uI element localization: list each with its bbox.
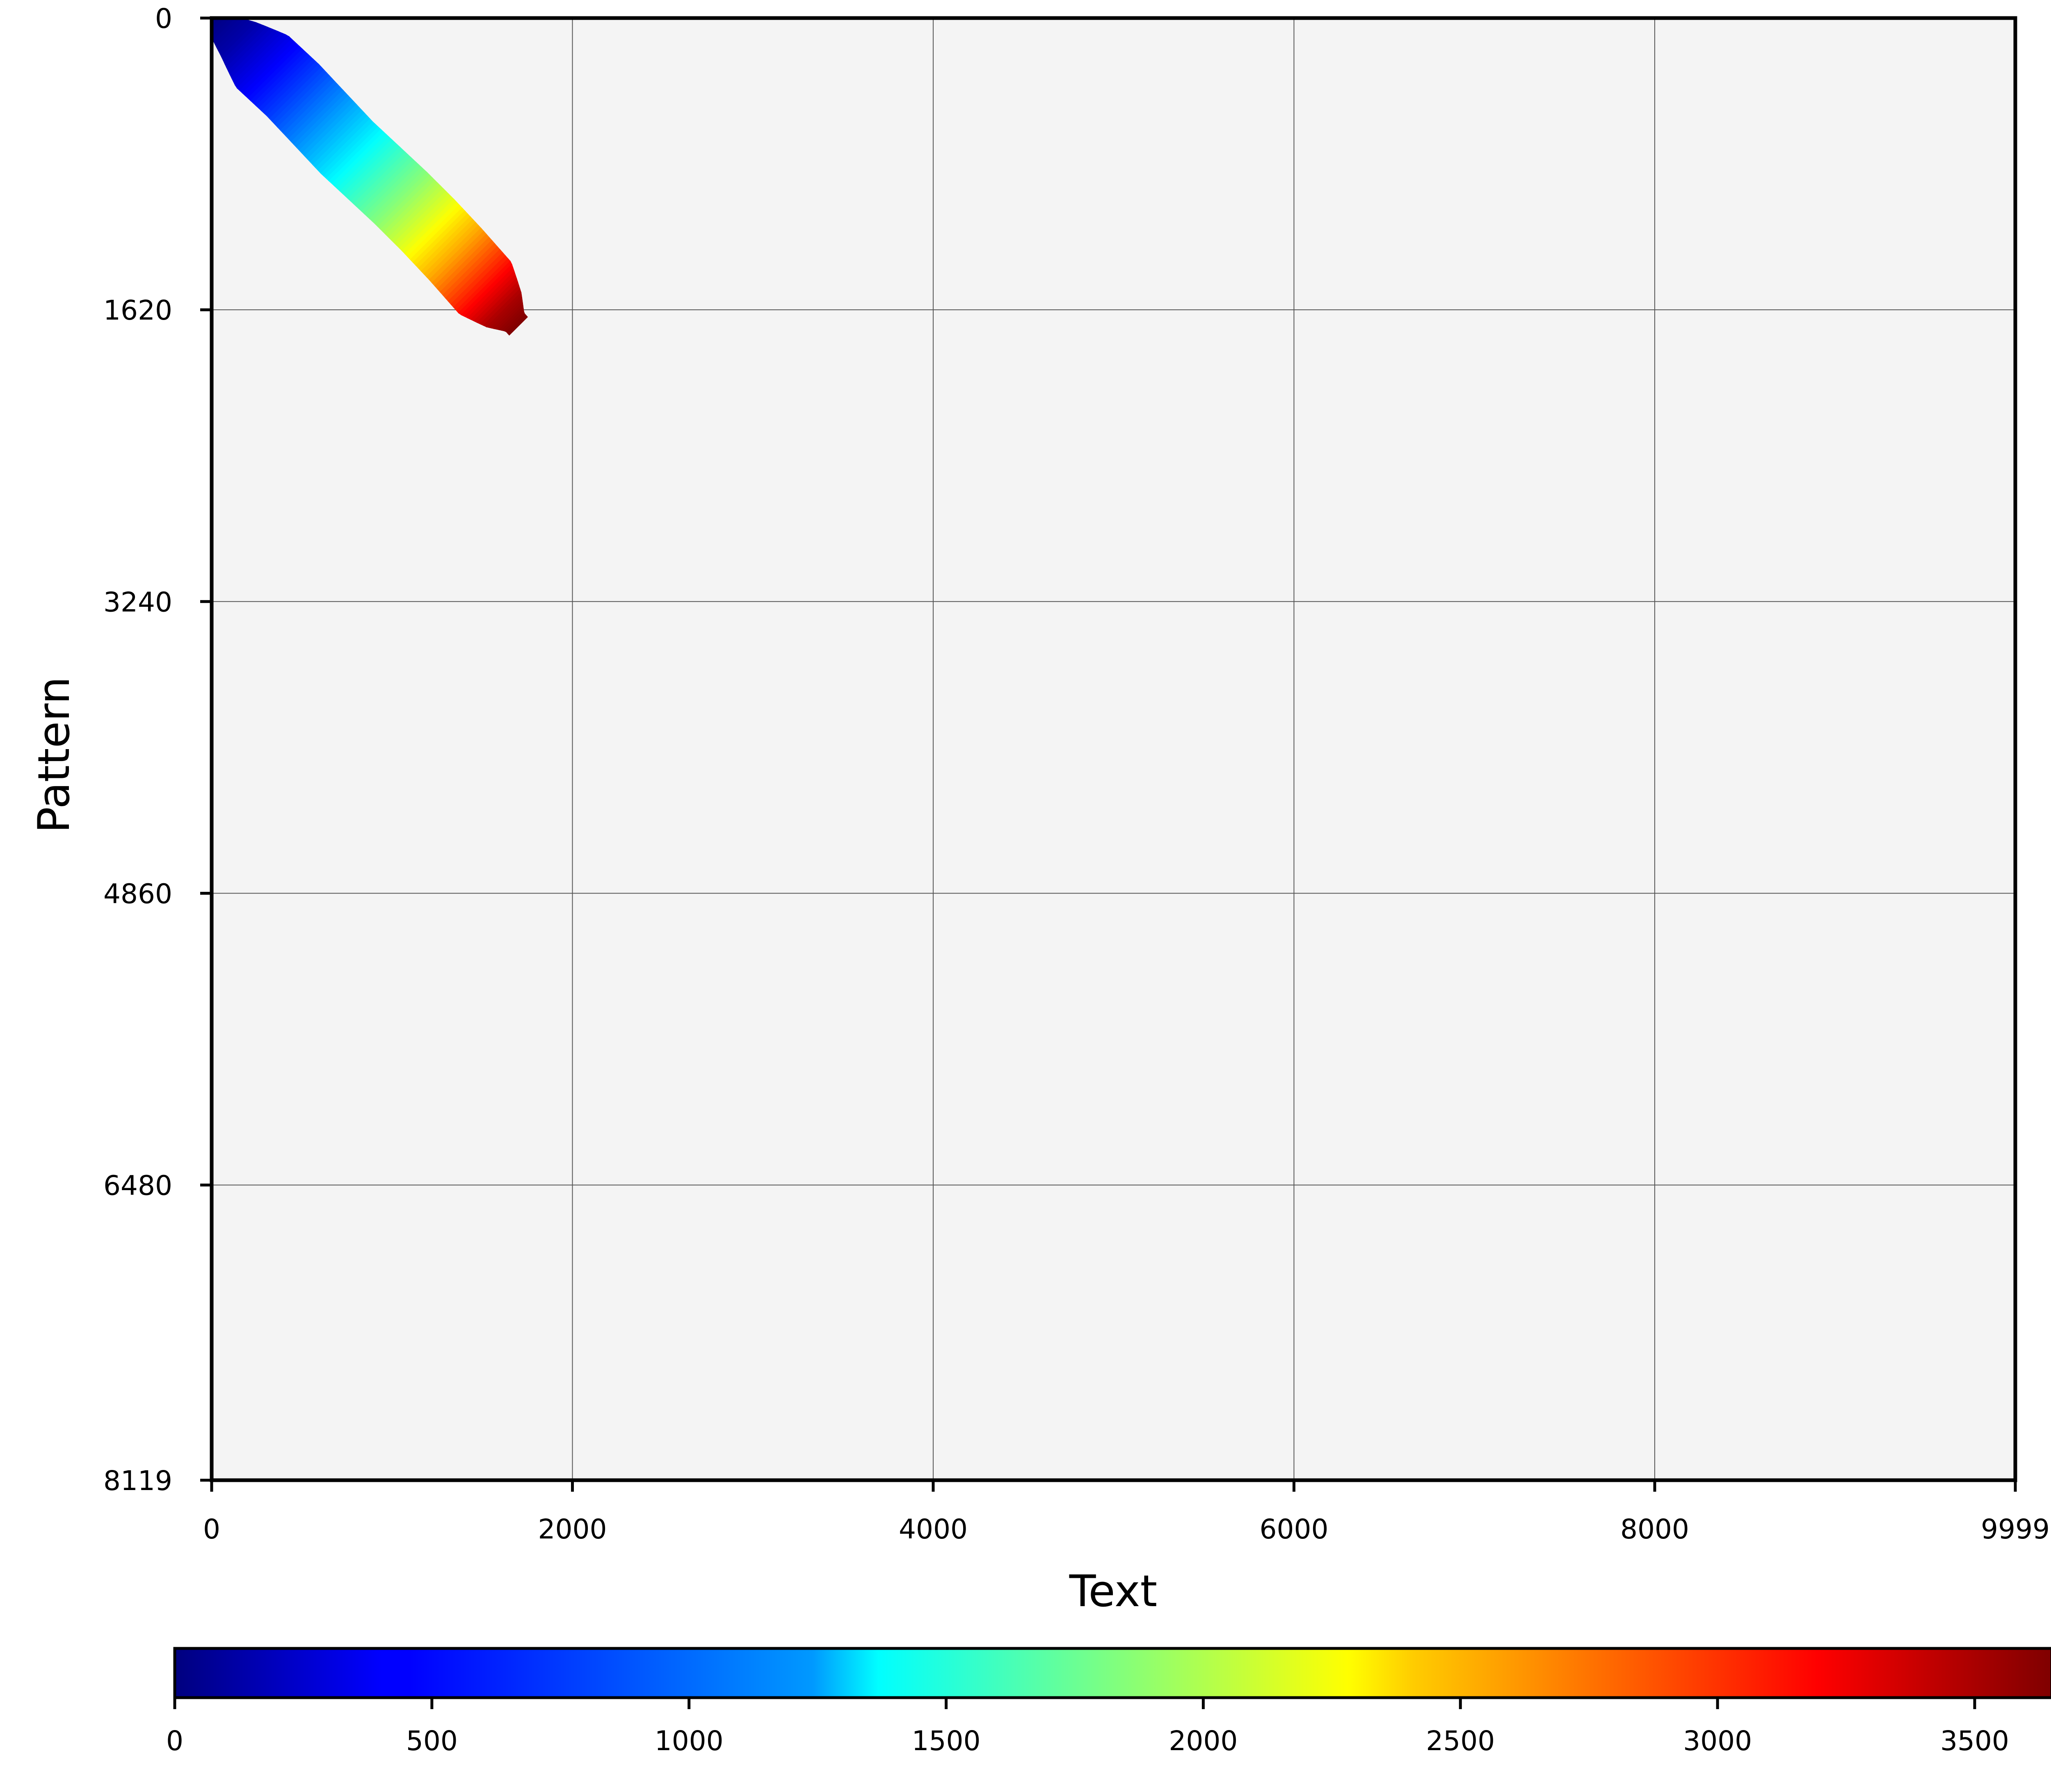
colorbar-tick-label: 3500 bbox=[1940, 1725, 2009, 1757]
y-tick-label: 3240 bbox=[103, 586, 172, 618]
x-tick-label: 8000 bbox=[1620, 1513, 1689, 1545]
x-tick-label: 2000 bbox=[538, 1513, 607, 1545]
y-tick-label: 6480 bbox=[103, 1170, 172, 1202]
heatmap-cell bbox=[507, 315, 528, 336]
x-tick-label: 0 bbox=[203, 1513, 220, 1545]
colorbar bbox=[173, 1647, 2051, 1699]
x-axis: 0 2000 4000 6000 8000 9999 bbox=[203, 1480, 2050, 1545]
x-tick-label: 4000 bbox=[899, 1513, 968, 1545]
y-tick-label: 0 bbox=[155, 3, 172, 34]
heatmap-region bbox=[212, 18, 528, 336]
y-axis-title: Pattern bbox=[29, 677, 79, 833]
plot-frame bbox=[210, 16, 2017, 1482]
y-tick-label: 1620 bbox=[103, 295, 172, 326]
plot-background bbox=[212, 18, 2015, 1480]
y-tick-label: 4860 bbox=[103, 878, 172, 910]
colorbar-tick-label: 500 bbox=[406, 1725, 458, 1757]
colorbar-tick-label: 3000 bbox=[1683, 1725, 1752, 1757]
x-tick-label: 9999 bbox=[1981, 1513, 2050, 1545]
colorbar-tick-label: 0 bbox=[166, 1725, 183, 1757]
grid bbox=[212, 18, 2015, 1480]
x-tick-label: 6000 bbox=[1259, 1513, 1328, 1545]
y-tick-label: 8119 bbox=[103, 1465, 172, 1497]
x-axis-title: Text bbox=[1069, 1566, 1157, 1616]
y-axis: 0 1620 3240 4860 6480 8119 bbox=[103, 3, 212, 1497]
colorbar-tick-label: 1500 bbox=[912, 1725, 981, 1757]
colorbar-tick-label: 2000 bbox=[1169, 1725, 1238, 1757]
colorbar-tick-label: 1000 bbox=[655, 1725, 724, 1757]
colorbar-ticks: 0 500 1000 1500 2000 2500 3000 3500 bbox=[166, 1698, 2009, 1757]
colorbar-tick-label: 2500 bbox=[1426, 1725, 1495, 1757]
